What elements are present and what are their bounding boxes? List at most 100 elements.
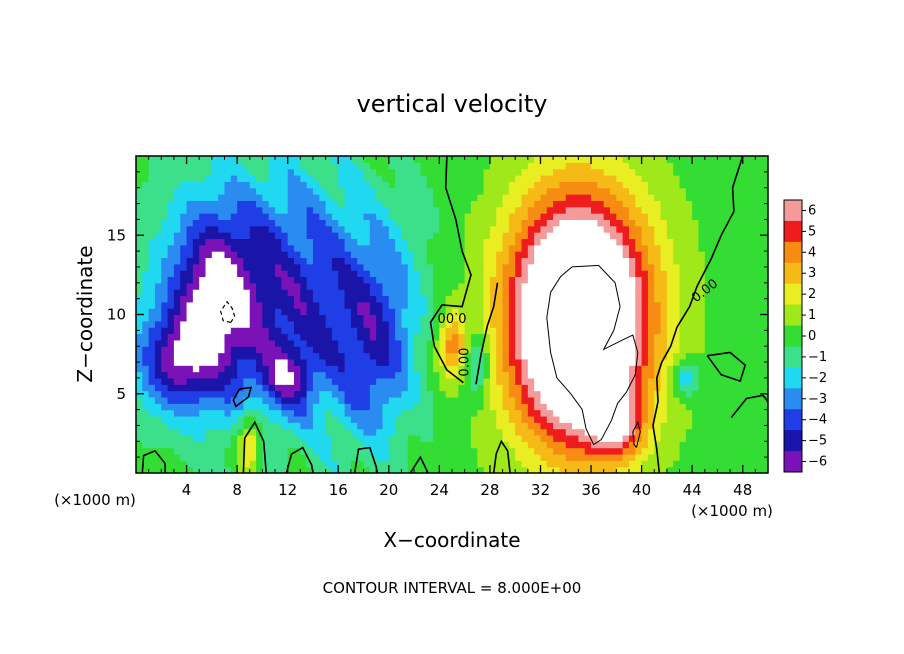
heatmap-cell (584, 466, 592, 473)
heatmap-cell (458, 251, 466, 259)
heatmap-cell (685, 257, 693, 265)
heatmap-cell (192, 168, 200, 176)
heatmap-cell (401, 257, 409, 265)
heatmap-cell (628, 263, 636, 271)
heatmap-cell (268, 396, 276, 404)
heatmap-cell (294, 371, 301, 379)
heatmap-cell (711, 428, 719, 436)
heatmap-cell (294, 441, 301, 449)
heatmap-cell (363, 428, 371, 436)
heatmap-cell (136, 187, 143, 195)
heatmap-cell (572, 377, 579, 385)
heatmap-cell (300, 371, 308, 379)
heatmap-cell (439, 434, 447, 442)
heatmap-cell (452, 194, 459, 201)
heatmap-cell (344, 301, 352, 309)
heatmap-cell (388, 257, 396, 265)
heatmap-cell (692, 238, 700, 246)
heatmap-cell (635, 320, 643, 328)
heatmap-cell (211, 168, 219, 176)
heatmap-cell (344, 263, 352, 271)
heatmap-cell (161, 213, 169, 220)
heatmap-cell (199, 213, 207, 220)
heatmap-cell (666, 390, 674, 398)
heatmap-cell (572, 352, 579, 360)
heatmap-cell (382, 346, 390, 354)
heatmap-cell (470, 168, 478, 176)
heatmap-cell (755, 244, 763, 252)
heatmap-cell (136, 194, 143, 201)
heatmap-cell (616, 358, 624, 366)
heatmap-cell (502, 213, 510, 220)
heatmap-cell (654, 200, 662, 208)
heatmap-cell (414, 358, 421, 366)
heatmap-cell (426, 251, 434, 259)
heatmap-cell (262, 263, 270, 271)
heatmap-cell (249, 396, 257, 404)
heatmap-cell (319, 276, 327, 284)
heatmap-cell (350, 244, 358, 252)
heatmap-cell (312, 441, 320, 449)
heatmap-cell (401, 365, 409, 373)
heatmap-cell (464, 162, 472, 170)
heatmap-cell (749, 156, 756, 163)
heatmap-cell (344, 441, 352, 449)
heatmap-cell (357, 403, 365, 411)
heatmap-cell (496, 232, 504, 240)
heatmap-cell (515, 346, 523, 354)
heatmap-cell (192, 371, 200, 379)
heatmap-cell (205, 339, 213, 347)
heatmap-cell (515, 365, 523, 373)
heatmap-cell (350, 270, 358, 278)
heatmap-cell (161, 257, 169, 265)
heatmap-cell (647, 352, 655, 360)
heatmap-cell (281, 295, 289, 303)
heatmap-cell (502, 441, 510, 449)
heatmap-cell (546, 238, 554, 246)
heatmap-cell (597, 168, 605, 176)
heatmap-cell (622, 415, 630, 423)
heatmap-cell (420, 225, 428, 233)
heatmap-cell (749, 346, 756, 354)
heatmap-cell (306, 403, 314, 411)
heatmap-cell (237, 213, 245, 220)
heatmap-cell (508, 339, 516, 347)
heatmap-cell (452, 371, 459, 379)
heatmap-cell (458, 365, 466, 373)
heatmap-cell (180, 194, 188, 201)
heatmap-cell (211, 409, 219, 417)
heatmap-cell (363, 434, 371, 442)
heatmap-cell (635, 219, 643, 227)
heatmap-cell (477, 289, 485, 297)
heatmap-cell (458, 289, 466, 297)
heatmap-cell (401, 200, 409, 208)
heatmap-cell (401, 219, 409, 227)
heatmap-cell (388, 206, 396, 214)
heatmap-cell (572, 371, 579, 379)
heatmap-cell (711, 403, 719, 411)
heatmap-cell (211, 428, 219, 436)
heatmap-cell (660, 187, 668, 195)
heatmap-cell (515, 194, 523, 201)
heatmap-cell (730, 276, 737, 284)
heatmap-cell (496, 301, 504, 309)
heatmap-cell (420, 320, 428, 328)
heatmap-cell (275, 377, 282, 385)
heatmap-cell (414, 225, 421, 233)
heatmap-cell (205, 434, 213, 442)
heatmap-cell (477, 238, 485, 246)
heatmap-cell (723, 162, 731, 170)
heatmap-cell (136, 257, 143, 265)
heatmap-cell (312, 453, 320, 461)
heatmap-cell (445, 289, 453, 297)
heatmap-cell (243, 181, 251, 189)
heatmap-cell (452, 447, 459, 455)
heatmap-cell (357, 428, 365, 436)
heatmap-cell (572, 276, 579, 284)
heatmap-cell (458, 225, 466, 233)
heatmap-cell (553, 308, 561, 316)
heatmap-cell (205, 232, 213, 240)
heatmap-cell (249, 453, 257, 461)
heatmap-cell (281, 168, 289, 176)
heatmap-cell (565, 390, 573, 398)
